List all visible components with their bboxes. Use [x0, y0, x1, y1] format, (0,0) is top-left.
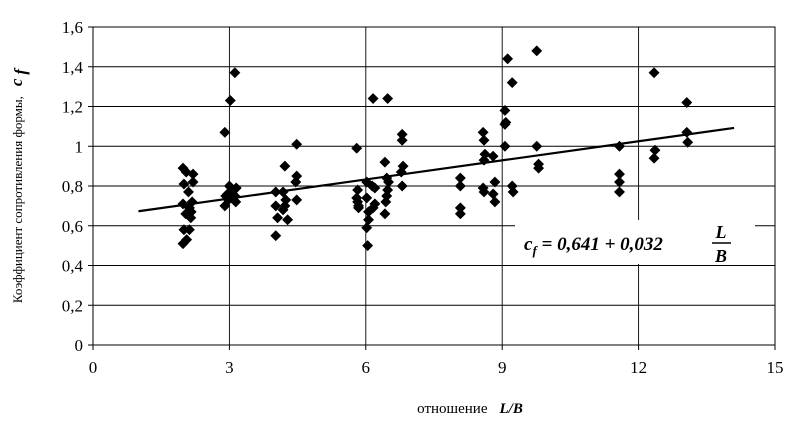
data-point	[362, 240, 374, 252]
data-point	[367, 92, 379, 105]
data-point	[533, 162, 545, 174]
y-tick-label: 0,2	[62, 296, 83, 315]
data-point	[270, 230, 282, 242]
axis-ticks: 0 0,2 0,4 0,6 0,8 1 1,2 1,4 1,6 0 3 6 9 12 15	[62, 18, 784, 377]
data-point	[182, 186, 195, 198]
data-point	[224, 94, 236, 107]
data-point	[648, 67, 660, 79]
data-point	[361, 192, 373, 204]
data-point	[270, 200, 282, 212]
data-point	[502, 53, 514, 65]
data-point	[186, 196, 198, 208]
data-point	[681, 96, 693, 109]
data-point	[499, 118, 511, 130]
data-point	[272, 212, 284, 224]
y-axis-label-text: Коэффициент сопротивления формы,	[10, 96, 25, 303]
data-point	[352, 202, 365, 214]
equation-rhs: = 0,641 + 0,032	[537, 234, 664, 255]
data-point	[613, 186, 626, 198]
data-point	[478, 186, 490, 198]
y-tick-label: 1,6	[62, 18, 83, 37]
data-point	[185, 206, 197, 218]
equation-fraction-denominator: B	[714, 246, 727, 266]
y-tick-label: 1,2	[62, 98, 83, 117]
x-tick-label: 9	[498, 358, 507, 377]
data-point	[290, 176, 302, 188]
data-point	[395, 166, 407, 178]
data-point	[454, 208, 466, 220]
data-points	[177, 45, 694, 252]
data-point	[280, 194, 292, 206]
data-point	[229, 67, 241, 79]
data-point	[396, 134, 408, 146]
data-point	[291, 138, 303, 150]
data-point	[380, 196, 392, 208]
data-point	[499, 140, 511, 152]
equation-lhs-symbol: c	[524, 234, 533, 255]
data-point	[531, 140, 543, 152]
y-tick-label: 0	[75, 336, 84, 355]
y-axis-label: Коэффициент сопротивления формы, c f	[7, 67, 30, 304]
data-point	[219, 126, 231, 138]
data-point	[180, 166, 192, 178]
data-point	[506, 77, 518, 89]
data-point	[230, 182, 242, 194]
data-point	[396, 180, 408, 192]
data-point	[369, 182, 381, 194]
data-point	[181, 234, 193, 246]
data-point	[222, 194, 235, 206]
data-point	[507, 186, 519, 198]
data-point	[454, 180, 466, 192]
data-point	[489, 176, 501, 188]
y-axis-label-symbol-sub: f	[11, 67, 30, 75]
data-point	[183, 224, 195, 236]
data-point	[499, 104, 511, 117]
data-point	[361, 222, 373, 234]
x-axis-label: отношение L/B	[417, 400, 523, 417]
data-point	[282, 214, 294, 226]
data-point	[478, 154, 490, 166]
x-axis-label-text: отношение	[417, 401, 488, 417]
data-point	[187, 176, 199, 188]
y-tick-label: 1,4	[62, 58, 84, 77]
data-point	[382, 92, 394, 105]
equation-background	[515, 220, 755, 264]
data-point	[478, 134, 490, 146]
data-point	[279, 160, 291, 172]
x-tick-label: 3	[225, 358, 234, 377]
data-point	[351, 142, 363, 154]
y-tick-label: 0,8	[62, 177, 83, 196]
equation-lhs: cf = 0,641 + 0,032	[524, 234, 663, 258]
data-point	[379, 156, 391, 168]
equation-fraction-numerator: L	[715, 222, 727, 242]
data-point	[682, 136, 694, 148]
data-point	[178, 178, 190, 190]
x-tick-label: 6	[362, 358, 371, 377]
data-point	[379, 208, 391, 220]
data-point	[487, 150, 499, 162]
x-axis-label-symbol: L/B	[498, 401, 522, 417]
y-tick-label: 0,4	[62, 257, 84, 276]
data-point	[681, 126, 693, 138]
x-tick-label: 15	[767, 358, 784, 377]
data-point	[531, 45, 543, 57]
data-point	[367, 202, 379, 214]
data-point	[613, 140, 626, 152]
grid-lines	[93, 27, 775, 345]
y-tick-label: 0,6	[62, 217, 83, 236]
svg-text:Коэффициент сопротивления форм: Коэффициент сопротивления формы, c f	[7, 67, 30, 304]
data-point	[277, 204, 289, 216]
equation-lhs-sub: f	[532, 243, 538, 258]
y-axis-label-symbol: c	[7, 78, 26, 86]
x-tick-label: 0	[89, 358, 98, 377]
y-tick-label: 1	[75, 137, 84, 156]
regression-equation: cf = 0,641 + 0,032 L B	[515, 220, 755, 266]
data-point	[648, 152, 660, 164]
data-point	[291, 194, 303, 206]
x-tick-label: 12	[630, 358, 647, 377]
data-point	[489, 196, 501, 208]
